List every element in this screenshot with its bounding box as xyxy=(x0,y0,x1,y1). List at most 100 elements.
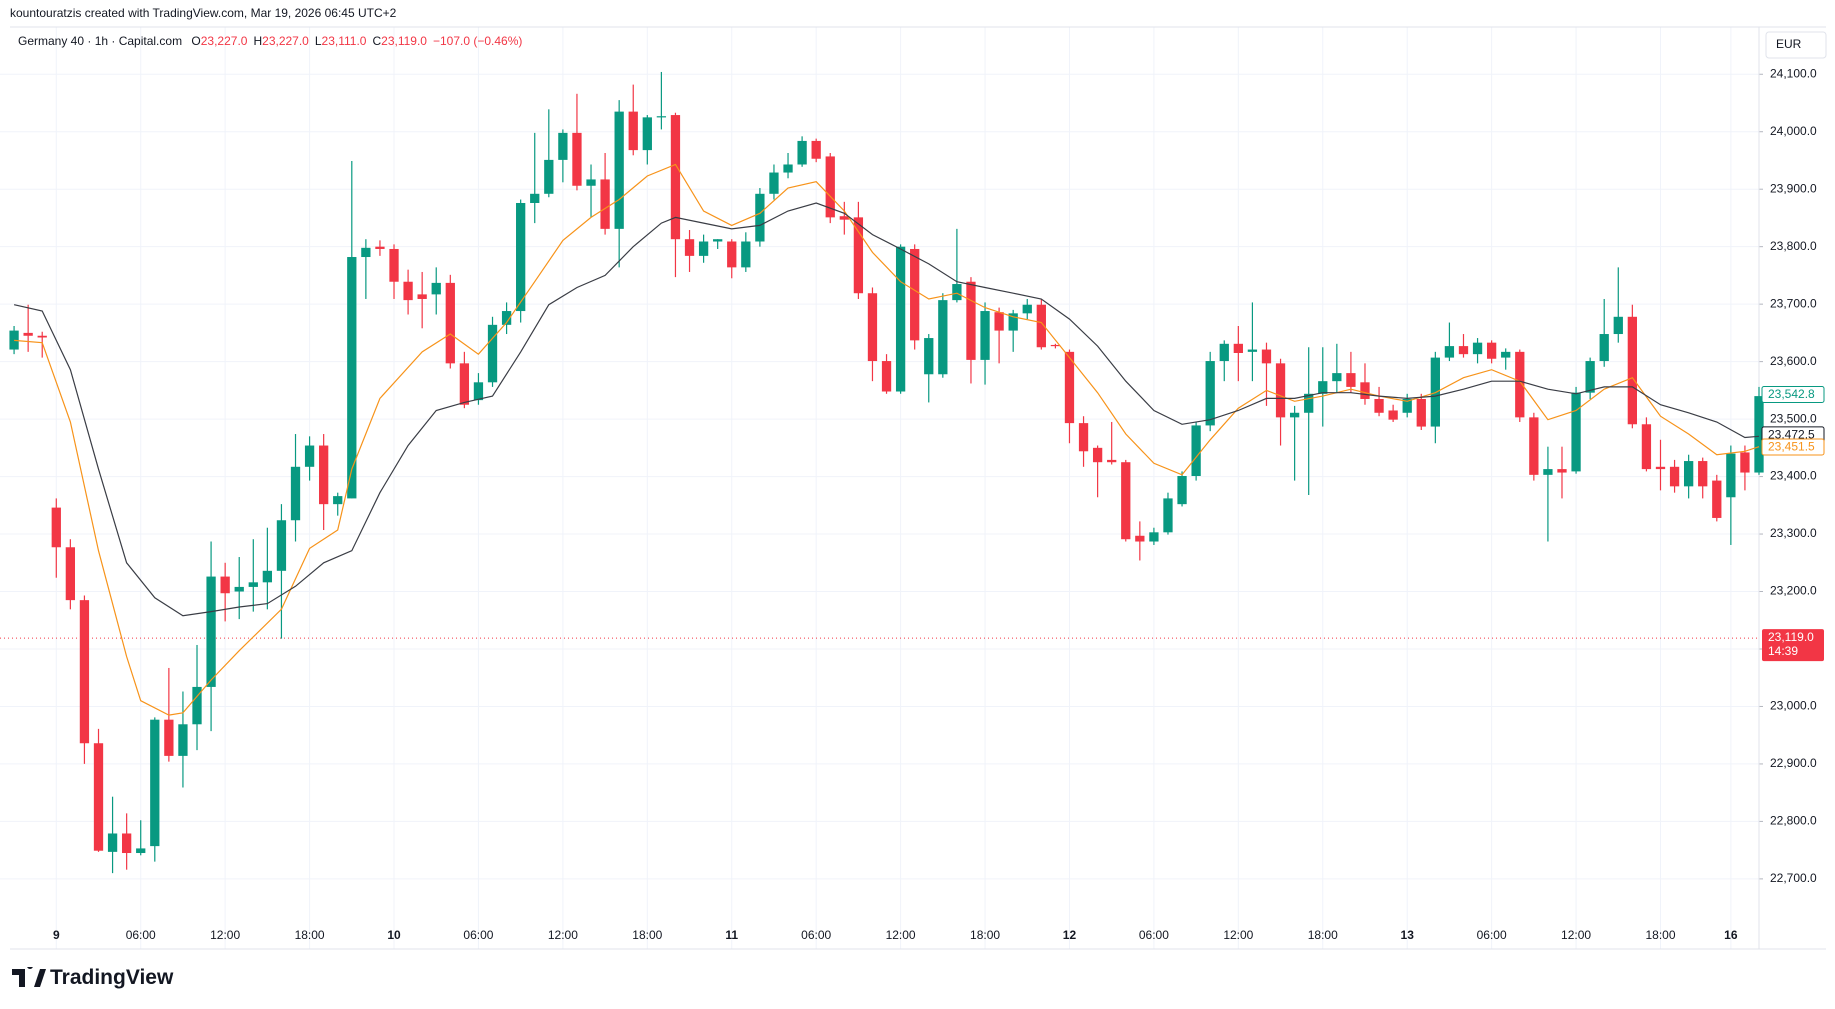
ohlc-key: H xyxy=(253,34,263,48)
candle-body xyxy=(51,507,61,548)
candle-body xyxy=(1543,469,1553,475)
candle-body xyxy=(1388,410,1398,420)
candle-body xyxy=(136,848,146,854)
x-tick-label: 18:00 xyxy=(1308,928,1338,942)
candle-body xyxy=(1078,423,1089,452)
candle-body xyxy=(1318,381,1328,394)
x-tick-label: 18:00 xyxy=(632,928,662,942)
candle-body xyxy=(572,132,582,186)
candle-body xyxy=(797,140,807,165)
candle-body xyxy=(1486,342,1497,359)
candle-body xyxy=(741,241,751,268)
candle-body xyxy=(558,132,568,160)
x-tick-label: 06:00 xyxy=(126,928,156,942)
y-tick-label: 23,900.0 xyxy=(1770,181,1817,195)
candle-body xyxy=(544,159,554,194)
ohlc-key: O xyxy=(191,34,201,48)
credit: kountouratzis created with TradingView.c… xyxy=(10,6,397,20)
x-tick-label: 12 xyxy=(1063,928,1077,942)
ohlc-key: C xyxy=(372,34,382,48)
price-label-box xyxy=(1761,438,1825,456)
candle-body xyxy=(1022,304,1032,314)
candle-body xyxy=(670,115,681,240)
candle-body xyxy=(23,332,33,336)
candle-body xyxy=(501,311,512,325)
candle-body xyxy=(952,284,962,301)
y-tick-label: 23,700.0 xyxy=(1770,296,1817,310)
x-tick-label: 06:00 xyxy=(1139,928,1169,942)
candle-body xyxy=(79,600,90,744)
candle-body xyxy=(1289,412,1300,418)
x-tick-label: 06:00 xyxy=(1477,928,1507,942)
candle-body xyxy=(37,335,47,338)
candle-body xyxy=(839,216,849,220)
candle-body xyxy=(938,300,948,375)
y-tick-label: 24,000.0 xyxy=(1770,124,1817,138)
x-tick-label: 18:00 xyxy=(295,928,325,942)
ohlc-value: 23,227.0 xyxy=(200,34,248,48)
candle-body xyxy=(361,247,371,258)
candle-body xyxy=(122,833,132,854)
y-tick-label: 22,900.0 xyxy=(1770,756,1817,770)
candle-body xyxy=(825,156,835,218)
candle-body xyxy=(1064,351,1075,424)
candle-body xyxy=(1332,373,1342,382)
candle-body xyxy=(445,282,455,364)
x-tick-label: 12:00 xyxy=(886,928,916,942)
symbol-title[interactable]: Germany 40 · 1h · Capital.com xyxy=(18,34,183,48)
candle-body xyxy=(994,312,1004,331)
candle-body xyxy=(1346,373,1356,387)
x-tick-label: 11 xyxy=(725,928,738,942)
candle-body xyxy=(290,466,301,521)
candle-body xyxy=(1275,363,1286,418)
y-tick-label: 23,400.0 xyxy=(1770,469,1817,483)
grid xyxy=(0,27,1759,949)
candle-body xyxy=(642,117,652,151)
price-label: 23,472.5 xyxy=(1768,428,1815,442)
candle-body xyxy=(1515,351,1525,418)
candle-body xyxy=(220,576,230,594)
candle-body xyxy=(980,311,990,360)
candle-body xyxy=(1683,461,1694,487)
candle-body xyxy=(1205,361,1215,426)
candle-body xyxy=(65,547,76,601)
candle-body xyxy=(1008,313,1018,331)
x-tick-label: 16 xyxy=(1724,928,1738,942)
last-price-box xyxy=(1762,629,1824,662)
candle-body xyxy=(1613,316,1623,335)
candle-body xyxy=(727,241,737,268)
x-tick-label: 10 xyxy=(387,928,401,942)
candle-body xyxy=(417,294,427,299)
candle-body xyxy=(1163,498,1173,533)
x-tick-label: 06:00 xyxy=(801,928,831,942)
candle-body xyxy=(966,281,976,360)
legend: Germany 40 · 1h · Capital.com O23,227.0 H… xyxy=(18,34,528,48)
candle-body xyxy=(1641,424,1652,470)
candle-body xyxy=(1261,349,1272,364)
candle-body xyxy=(698,241,709,256)
candle-body xyxy=(1191,425,1201,476)
moving-average xyxy=(14,163,1760,716)
y-tick-label: 22,800.0 xyxy=(1770,814,1817,828)
candle-body xyxy=(178,724,188,756)
x-tick-label: 12:00 xyxy=(548,928,578,942)
candle-body xyxy=(1712,480,1722,518)
logo[interactable]: TradingView xyxy=(12,966,173,990)
price-label-box xyxy=(1761,385,1825,403)
x-tick-label: 18:00 xyxy=(1645,928,1675,942)
candle-body xyxy=(276,520,287,571)
candle-body xyxy=(1177,475,1187,505)
candle-body xyxy=(530,193,540,203)
candle-body xyxy=(1149,532,1159,542)
candle-body xyxy=(895,246,906,392)
candle-body xyxy=(614,111,624,229)
currency[interactable]: EUR xyxy=(1776,37,1802,51)
currency-box[interactable] xyxy=(1765,31,1827,59)
candle-body xyxy=(1402,398,1412,413)
candle-body xyxy=(1360,382,1370,399)
candle-body xyxy=(1416,398,1426,427)
candle-body xyxy=(783,164,793,173)
candle-body xyxy=(1529,417,1539,475)
y-tick-label: 23,500.0 xyxy=(1770,411,1817,425)
